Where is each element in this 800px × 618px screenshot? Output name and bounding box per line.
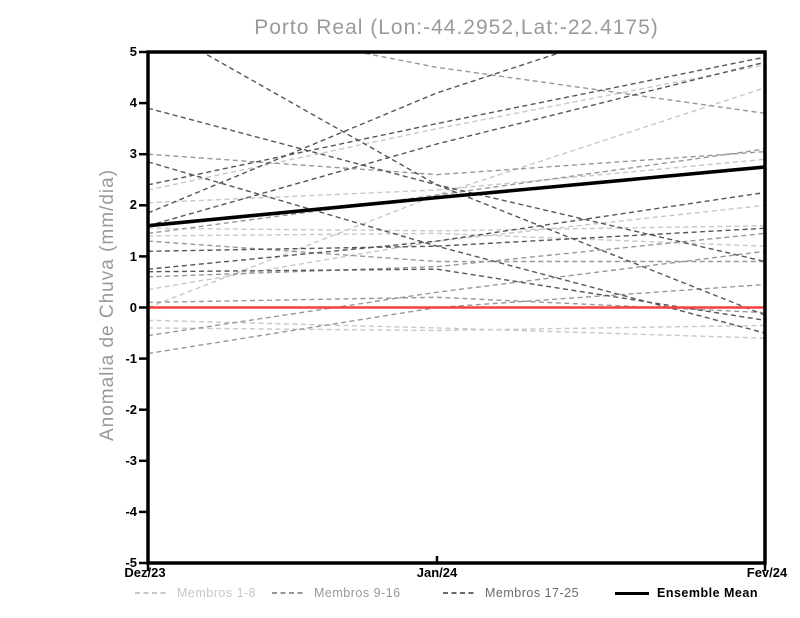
legend-item-ensemble-mean: Ensemble Mean — [615, 586, 758, 600]
y-tick-label: -3 — [125, 453, 137, 468]
ensemble-member-line — [148, 61, 765, 227]
ensemble-member-line — [148, 150, 765, 176]
legend-label: Ensemble Mean — [657, 586, 758, 600]
y-tick-label: 4 — [129, 95, 137, 110]
legend-item-membros-1-8: Membros 1-8 — [135, 586, 256, 600]
ensemble-member-line — [148, 296, 765, 314]
ensemble-member-line — [148, 148, 765, 235]
ensemble-member-line — [148, 158, 765, 204]
y-tick-label: -5 — [125, 555, 137, 570]
ensemble-member-line — [148, 225, 765, 232]
legend-label: Membros 9-16 — [314, 586, 401, 600]
x-tick-label-fev24: Fev/24 — [746, 565, 788, 580]
ensemble-member-line — [148, 283, 765, 355]
legend-label: Membros 1-8 — [177, 586, 257, 600]
ensemble-member-line — [148, 52, 565, 214]
dashed-line-sample-icon — [135, 592, 169, 594]
ensemble-member-line — [148, 250, 765, 337]
ensemble-member-line — [148, 56, 765, 186]
chart-title: Porto Real (Lon:-44.2952,Lat:-22.4175) — [254, 16, 659, 39]
dashed-line-sample-icon — [272, 592, 306, 594]
ensemble-member-line — [148, 227, 765, 252]
x-tick-label-dez23: Dez/23 — [124, 565, 166, 580]
y-tick-label: 0 — [129, 300, 137, 315]
legend-label: Membros 17-25 — [485, 586, 580, 600]
legend-item-membros-17-25: Membros 17-25 — [443, 586, 579, 600]
ensemble-member-line — [148, 64, 765, 191]
y-tick-label: 5 — [129, 44, 137, 59]
x-tick-label-jan24: Jan/24 — [416, 565, 458, 580]
y-tick-label: -4 — [125, 504, 137, 519]
ensemble-member-line — [148, 319, 765, 339]
y-tick-label: 3 — [129, 146, 137, 161]
legend-item-membros-9-16: Membros 9-16 — [272, 586, 401, 600]
ensemble-mean-line — [148, 165, 765, 228]
y-tick-label: 1 — [129, 249, 137, 264]
ensemble-member-line — [148, 232, 765, 247]
ensemble-member-line — [148, 268, 765, 321]
y-tick-label: -2 — [125, 402, 137, 417]
dashed-line-sample-icon — [443, 592, 477, 594]
ensemble-member-line — [354, 52, 765, 115]
y-tick-label: 2 — [129, 197, 137, 212]
solid-line-sample-icon — [615, 591, 649, 595]
ensemble-member-line — [148, 232, 765, 278]
x-tick-marks — [146, 556, 767, 571]
ensemble-member-line — [148, 191, 765, 270]
y-tick-marks — [139, 50, 148, 565]
ensemble-member-line — [200, 52, 765, 316]
ensemble-member-line — [148, 324, 765, 332]
ensemble-member-line — [148, 240, 765, 263]
y-tick-label: -1 — [125, 351, 137, 366]
